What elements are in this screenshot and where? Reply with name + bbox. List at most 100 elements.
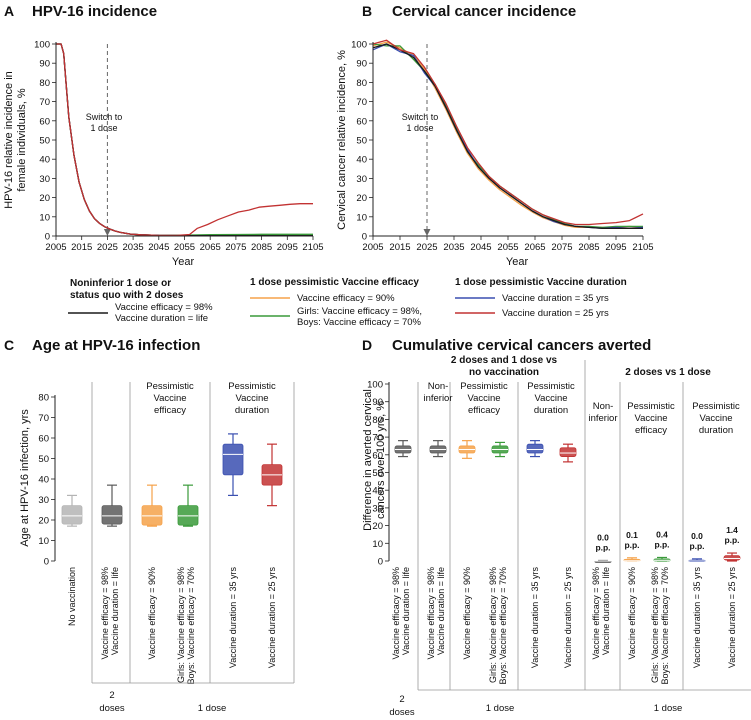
- d-group-header-1-line2: inferior: [423, 393, 452, 404]
- d-box-8-label: Vaccine efficacy = 90%: [627, 567, 637, 659]
- d-box-7-label-line1: Vaccine efficacy = 98%: [591, 567, 601, 659]
- b-series-orange: [372, 41, 644, 229]
- d-box-11-label: Vaccine duration = 25 yrs: [727, 567, 737, 669]
- d-box-6-label: Vaccine duration = 25 yrs: [563, 567, 573, 669]
- a-xtick-label: 2055: [174, 242, 195, 253]
- d-box-4-label-line2: Boys: Vaccine efficacy = 70%: [498, 567, 508, 684]
- d-box-3-label: Vaccine efficacy = 90%: [462, 567, 472, 659]
- a-xtick-label: 2075: [225, 242, 246, 253]
- b-ylabel: Cervical cancer relative incidence, %: [336, 50, 348, 230]
- d-box-5: [526, 443, 544, 454]
- c-ytick-label: 10: [38, 536, 49, 547]
- a-ytick-label: 30: [39, 174, 50, 185]
- c-box-2-label-line2: Vaccine duration = life: [110, 567, 120, 655]
- a-ytick-label: 90: [39, 59, 50, 70]
- legend: Noninferior 1 dose or status quo with 2 …: [68, 277, 627, 328]
- b-ytick-label: 0: [362, 232, 367, 243]
- a-ytick-label: 100: [34, 40, 50, 51]
- d-group-header-4-line1: Non-: [593, 401, 614, 412]
- d-group-header-2-line2: Vaccine: [467, 393, 500, 404]
- a-xtick-label: 2065: [200, 242, 221, 253]
- c-ytick-label: 0: [44, 557, 49, 568]
- d-box-11-annot-line2: p.p.: [724, 535, 739, 545]
- c-box-6-label: Vaccine duration = 25 yrs: [267, 567, 277, 669]
- legend-col2-entry2-line1: Girls: Vaccine efficacy = 98%,: [297, 306, 422, 317]
- d-ytick-label: 60: [372, 450, 383, 461]
- d-group-header-3-line1: Pessimistic: [527, 381, 575, 392]
- d-box-9-annot-line1: 0.4: [656, 529, 668, 539]
- b-annotation-line2: 1 dose: [406, 123, 433, 133]
- c-group-header-1-line2: Vaccine: [153, 393, 186, 404]
- d-box-9-label-line2: Boys: Vaccine efficacy = 70%: [660, 567, 670, 684]
- d-box-10-label: Vaccine duration = 35 yrs: [692, 567, 702, 669]
- c-box-5: [222, 443, 244, 476]
- d-ytick-label: 40: [372, 486, 383, 497]
- d-ytick-label: 20: [372, 521, 383, 532]
- c-ylabel: Age at HPV-16 infection, yrs: [19, 409, 31, 547]
- panel-letter-a: A: [4, 3, 14, 19]
- legend-col1-title-line1: Noninferior 1 dose or: [70, 278, 171, 289]
- c-box-4-label-line2: Boys: Vaccine efficacy = 70%: [186, 567, 196, 684]
- b-xtick-label: 2015: [389, 242, 410, 253]
- a-xtick-label: 2085: [251, 242, 272, 253]
- c-group-header-1-line1: Pessimistic: [146, 381, 194, 392]
- d-box-1-label-line2: Vaccine duration = life: [401, 567, 411, 655]
- panel-letter-b: B: [362, 3, 372, 19]
- a-ytick-label: 0: [45, 232, 50, 243]
- d-ytick-label: 10: [372, 539, 383, 550]
- d-box-7-annot-line1: 0.0: [597, 532, 609, 542]
- d-group-header-2-line1: Pessimistic: [460, 381, 508, 392]
- panel-letter-d: D: [362, 337, 372, 353]
- b-ytick-label: 40: [356, 155, 367, 166]
- b-ytick-label: 20: [356, 193, 367, 204]
- legend-col3-entry1: Vaccine duration = 35 yrs: [502, 293, 609, 304]
- c-box-1: [61, 505, 83, 525]
- d-ylabel-line1: Difference in averted cervical: [362, 389, 374, 531]
- b-series-blue: [372, 43, 644, 229]
- d-group-header-6-line1: Pessimistic: [692, 401, 740, 412]
- d-group-header-5-line1: Pessimistic: [627, 401, 675, 412]
- a-series-blue: [56, 43, 313, 237]
- d-section-header-2: 2 doses vs 1 dose: [625, 367, 711, 378]
- c-box-2-label-line1: Vaccine efficacy = 98%: [100, 567, 110, 659]
- b-xtick-label: 2025: [416, 242, 437, 253]
- d-bottom-group-3: 1 dose: [654, 703, 683, 714]
- c-group-header-1-line3: efficacy: [154, 405, 186, 416]
- a-annotation-line1: Switch to: [86, 112, 123, 122]
- panel-title-b: Cervical cancer incidence: [392, 3, 576, 20]
- legend-col2-entry1: Vaccine efficacy = 90%: [297, 293, 395, 304]
- d-bottom-group-1-line2: doses: [389, 707, 415, 718]
- legend-col3-title: 1 dose pessimistic Vaccine duration: [455, 277, 627, 288]
- d-ytick-label: 30: [372, 503, 383, 514]
- b-xtick-label: 2075: [551, 242, 572, 253]
- c-ytick-label: 70: [38, 413, 49, 424]
- b-series-green: [372, 43, 643, 229]
- a-xtick-label: 2025: [97, 242, 118, 253]
- d-box-8-annot-line1: 0.1: [626, 530, 638, 540]
- panel-title-c: Age at HPV-16 infection: [32, 337, 200, 354]
- d-bottom-group-1-line1: 2: [399, 694, 404, 705]
- d-box-11-annot-line1: 1.4: [726, 525, 738, 535]
- d-box-7-annot-line2: p.p.: [595, 542, 610, 552]
- a-ytick-label: 60: [39, 116, 50, 127]
- d-ytick-label: 100: [367, 380, 383, 391]
- legend-col1-entry-line2: Vaccine duration = life: [115, 313, 208, 324]
- c-box-1-label: No vaccination: [67, 567, 77, 626]
- a-annotation-line2: 1 dose: [90, 123, 117, 133]
- b-ytick-label: 70: [356, 97, 367, 108]
- c-box-4-label-line1: Girls: Vaccine efficacy = 98%: [176, 567, 186, 683]
- d-group-header-6-line2: Vaccine: [699, 413, 732, 424]
- a-xtick-label: 2095: [277, 242, 298, 253]
- c-box-3-label: Vaccine efficacy = 90%: [147, 567, 157, 659]
- c-box-5-label: Vaccine duration = 35 yrs: [228, 567, 238, 669]
- d-ytick-label: 70: [372, 433, 383, 444]
- d-box-9-label-line1: Girls: Vaccine efficacy = 98%: [650, 567, 660, 683]
- b-xtick-label: 2035: [443, 242, 464, 253]
- a-xtick-label: 2015: [71, 242, 92, 253]
- d-box-11: [723, 555, 741, 561]
- d-box-6: [559, 447, 577, 457]
- b-xlabel: Year: [506, 256, 529, 268]
- d-bottom-group-2: 1 dose: [486, 703, 515, 714]
- c-ytick-label: 40: [38, 475, 49, 486]
- c-ytick-label: 60: [38, 434, 49, 445]
